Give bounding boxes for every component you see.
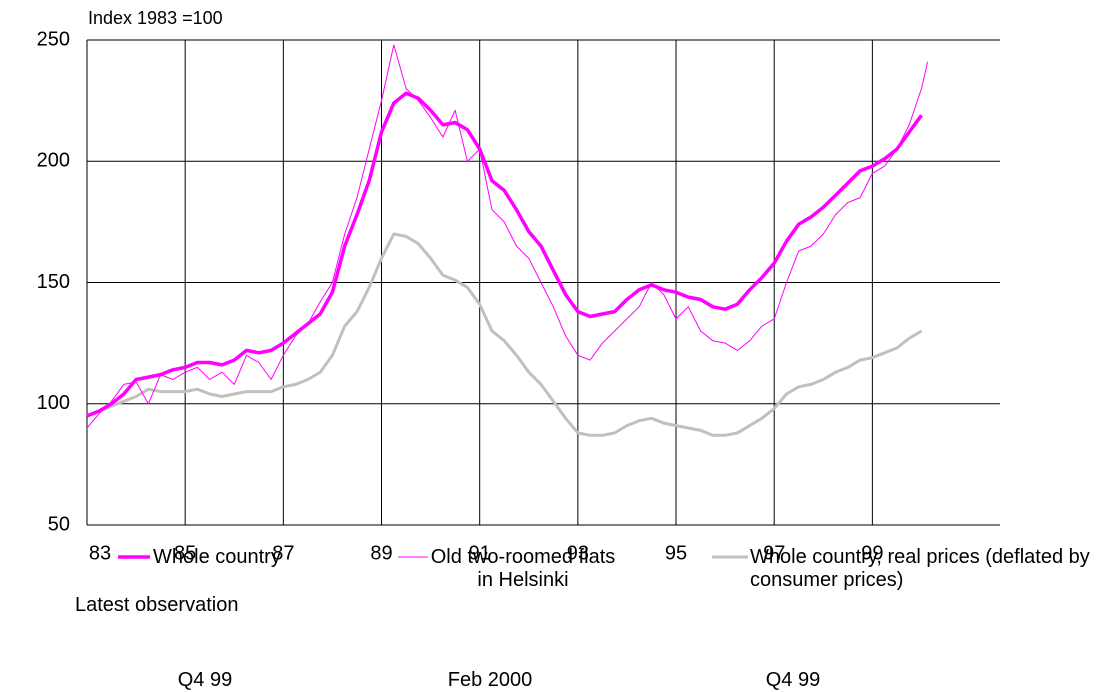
x-tick-label: 91 bbox=[469, 542, 491, 564]
y-tick-label: 200 bbox=[37, 150, 70, 172]
x-tick-label: 89 bbox=[370, 542, 392, 564]
x-tick-label: 93 bbox=[567, 542, 589, 564]
y-tick-label: 150 bbox=[37, 271, 70, 293]
series-line bbox=[86, 44, 929, 429]
latest-observation: Feb 2000 bbox=[447, 669, 533, 691]
x-tick-label: 83 bbox=[89, 542, 111, 564]
x-tick-label: 87 bbox=[272, 542, 294, 564]
legend-label: Whole country bbox=[153, 546, 281, 568]
y-tick-label: 100 bbox=[37, 392, 70, 414]
series-line bbox=[86, 91, 923, 418]
x-tick-label: 95 bbox=[665, 542, 687, 564]
x-tick-label: 97 bbox=[763, 542, 785, 564]
y-tick-label: 50 bbox=[48, 513, 70, 535]
legend-label: Old two-roomed flats in Helsinki bbox=[430, 546, 616, 591]
y-tick-label: 250 bbox=[37, 28, 70, 50]
x-tick-label: 99 bbox=[861, 542, 883, 564]
series-line bbox=[86, 232, 923, 437]
legend-label: Whole country, real prices (deflated by … bbox=[750, 546, 1090, 591]
y-axis-label: Index 1983 =100 bbox=[88, 8, 223, 28]
legend-note: Latest observation bbox=[75, 594, 239, 616]
latest-observation: Q4 99 bbox=[177, 669, 233, 691]
latest-observation: Q4 99 bbox=[765, 669, 821, 691]
x-tick-label: 85 bbox=[174, 542, 196, 564]
